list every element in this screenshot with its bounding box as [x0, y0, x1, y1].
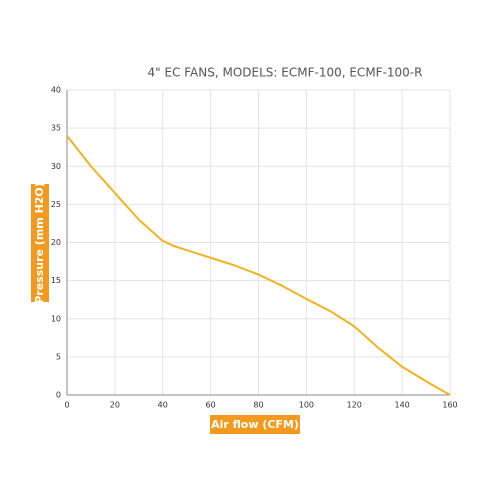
chart-title: 4" EC FANS, MODELS: ECMF-100, ECMF-100-R [148, 66, 423, 80]
y-axis-label: Pressure (mm H2O) [33, 182, 46, 304]
x-tick-label: 140 [394, 401, 409, 410]
y-tick-label: 15 [51, 276, 61, 285]
x-tick-label: 100 [299, 401, 314, 410]
data-line [66, 135, 451, 396]
y-label-box [31, 184, 49, 302]
y-tick-label: 5 [56, 352, 61, 361]
x-tick-label: 0 [64, 401, 69, 410]
x-tick-label: 120 [347, 401, 362, 410]
x-axis-label: Air flow (CFM) [211, 418, 299, 431]
y-tick-label: 10 [51, 314, 61, 323]
y-tick-label: 20 [51, 238, 61, 247]
x-tick-label: 160 [442, 401, 457, 410]
x-tick-label: 20 [110, 401, 120, 410]
x-tick-label: 40 [158, 401, 168, 410]
x-tick-label: 60 [206, 401, 216, 410]
y-tick-label: 35 [51, 124, 61, 133]
y-tick-label: 25 [51, 200, 61, 209]
y-tick-label: 30 [51, 162, 61, 171]
x-label-box [210, 415, 300, 434]
y-tick-label: 0 [56, 391, 61, 400]
x-tick-label: 80 [253, 401, 263, 410]
y-tick-label: 40 [51, 86, 61, 95]
